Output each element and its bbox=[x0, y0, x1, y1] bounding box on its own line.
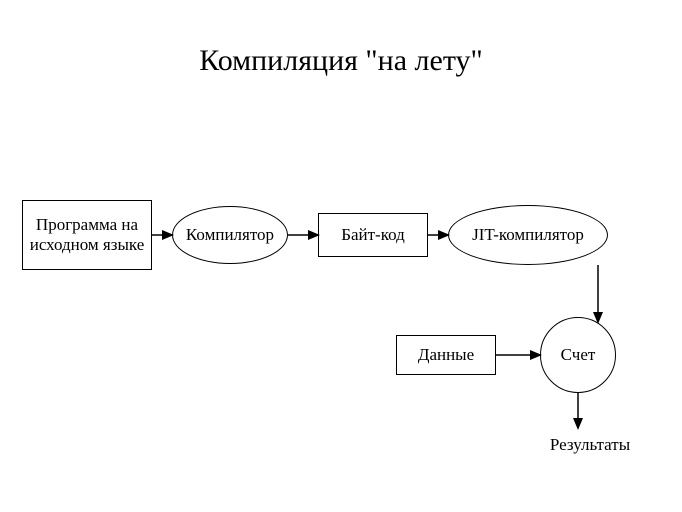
diagram-title: Компиляция "на лету" bbox=[0, 44, 682, 78]
node-jit: JIT-компилятор bbox=[448, 205, 608, 265]
node-compiler: Компилятор bbox=[172, 206, 288, 264]
node-score: Счет bbox=[540, 317, 616, 393]
node-bytecode-label: Байт-код bbox=[341, 225, 405, 245]
label-results: Результаты bbox=[530, 435, 650, 455]
node-jit-label: JIT-компилятор bbox=[472, 225, 584, 245]
node-data: Данные bbox=[396, 335, 496, 375]
node-score-label: Счет bbox=[561, 345, 596, 365]
node-source: Программа на исходном языке bbox=[22, 200, 152, 270]
node-bytecode: Байт-код bbox=[318, 213, 428, 257]
node-source-label: Программа на исходном языке bbox=[27, 215, 147, 256]
node-data-label: Данные bbox=[418, 345, 474, 365]
node-compiler-label: Компилятор bbox=[186, 225, 274, 245]
